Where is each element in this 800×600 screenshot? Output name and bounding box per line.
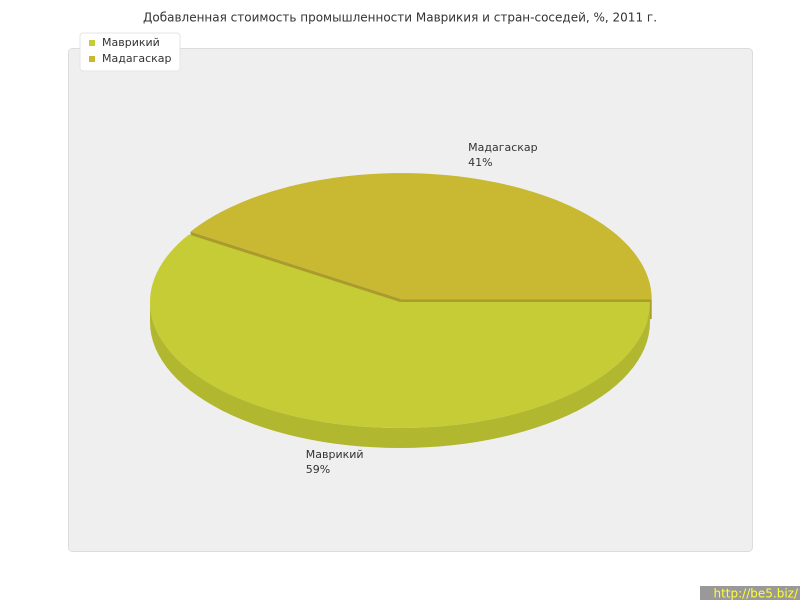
chart-title: Добавленная стоимость промышленности Мав… xyxy=(143,11,657,25)
slice xyxy=(150,234,650,428)
data-label-name: Маврикий xyxy=(306,448,364,461)
legend-swatch xyxy=(89,56,95,62)
legend-swatch xyxy=(89,40,95,46)
data-label: 41% xyxy=(468,156,492,169)
data-label: 59% xyxy=(306,463,330,476)
watermark: http://be5.biz/ xyxy=(713,587,798,600)
watermark-bg xyxy=(700,586,800,600)
slice-side xyxy=(150,302,650,448)
slice xyxy=(190,173,652,300)
legend-box xyxy=(79,32,181,72)
data-label-name: Мадагаскар xyxy=(468,141,538,154)
legend-label: Мадагаскар xyxy=(102,52,172,65)
legend-label: Маврикий xyxy=(102,36,160,49)
